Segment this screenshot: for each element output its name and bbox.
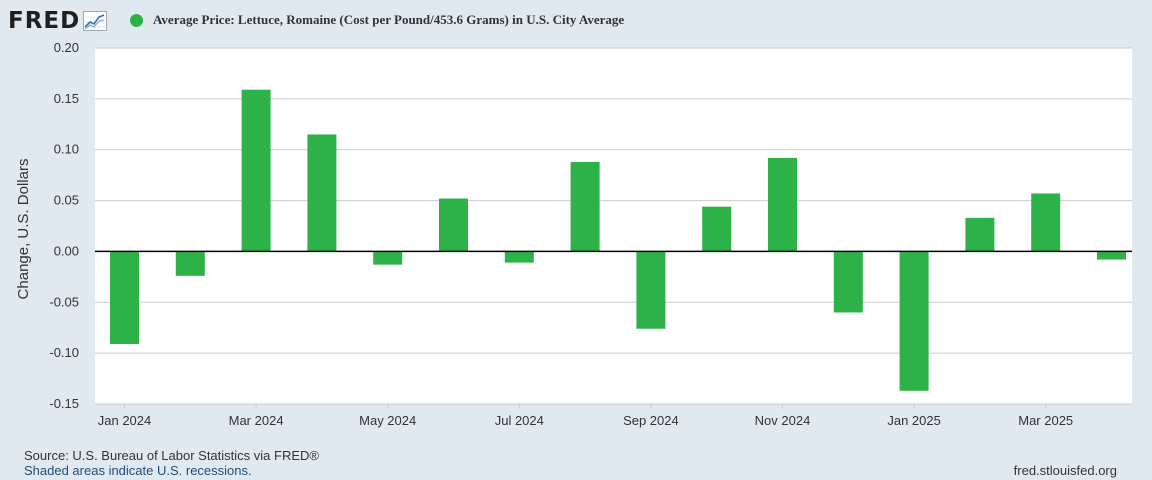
bar-jul-2024 <box>504 251 534 263</box>
y-tick-label: 0.15 <box>54 91 79 106</box>
x-tick-label: Mar 2024 <box>229 413 284 428</box>
y-tick-label: -0.15 <box>49 396 79 411</box>
y-axis-title: Change, U.S. Dollars <box>15 159 32 300</box>
x-tick-label: Jan 2024 <box>98 413 152 428</box>
bar-apr-2024 <box>307 134 337 252</box>
x-tick-label: Sep 2024 <box>623 413 679 428</box>
bar-dec-2024 <box>833 251 863 313</box>
bar-mar-2025 <box>1031 193 1061 252</box>
bar-jan-2024 <box>110 251 139 344</box>
y-tick-label: 0.00 <box>54 243 79 258</box>
bar-aug-2024 <box>570 161 600 252</box>
y-tick-label: -0.10 <box>49 345 79 360</box>
chart-legend: Average Price: Lettuce, Romaine (Cost pe… <box>130 12 624 28</box>
fred-logo[interactable]: FRED <box>8 6 108 36</box>
y-tick-label: 0.10 <box>54 142 79 157</box>
bar-jun-2024 <box>439 198 468 252</box>
legend-marker <box>130 13 143 27</box>
bar-may-2024 <box>373 251 403 265</box>
bar-feb-2024 <box>175 251 205 276</box>
x-tick-label: Nov 2024 <box>755 413 811 428</box>
y-tick-label: 0.20 <box>54 40 79 55</box>
legend-series-label: Average Price: Lettuce, Romaine (Cost pe… <box>153 12 625 27</box>
bar-mar-2024 <box>241 89 271 252</box>
x-tick-label: May 2024 <box>359 413 416 428</box>
bar-nov-2024 <box>768 157 797 252</box>
bar-feb-2025 <box>965 217 995 252</box>
bar-oct-2024 <box>702 206 732 252</box>
recession-note: Shaded areas indicate U.S. recessions. <box>24 463 252 478</box>
line-chart-icon <box>83 11 108 31</box>
y-tick-label: -0.05 <box>49 294 79 309</box>
fred-logo-text: FRED <box>8 8 81 34</box>
x-tick-label: Mar 2025 <box>1018 413 1073 428</box>
bar-sep-2024 <box>636 251 666 329</box>
source-note: Source: U.S. Bureau of Labor Statistics … <box>24 448 319 463</box>
y-tick-label: 0.05 <box>54 193 79 208</box>
x-tick-label: Jan 2025 <box>887 413 941 428</box>
x-tick-label: Jul 2024 <box>495 413 544 428</box>
fred-url-link[interactable]: fred.stlouisfed.org <box>1013 463 1117 478</box>
bar-apr-2025 <box>1097 251 1126 260</box>
bar-jan-2025 <box>899 251 929 391</box>
